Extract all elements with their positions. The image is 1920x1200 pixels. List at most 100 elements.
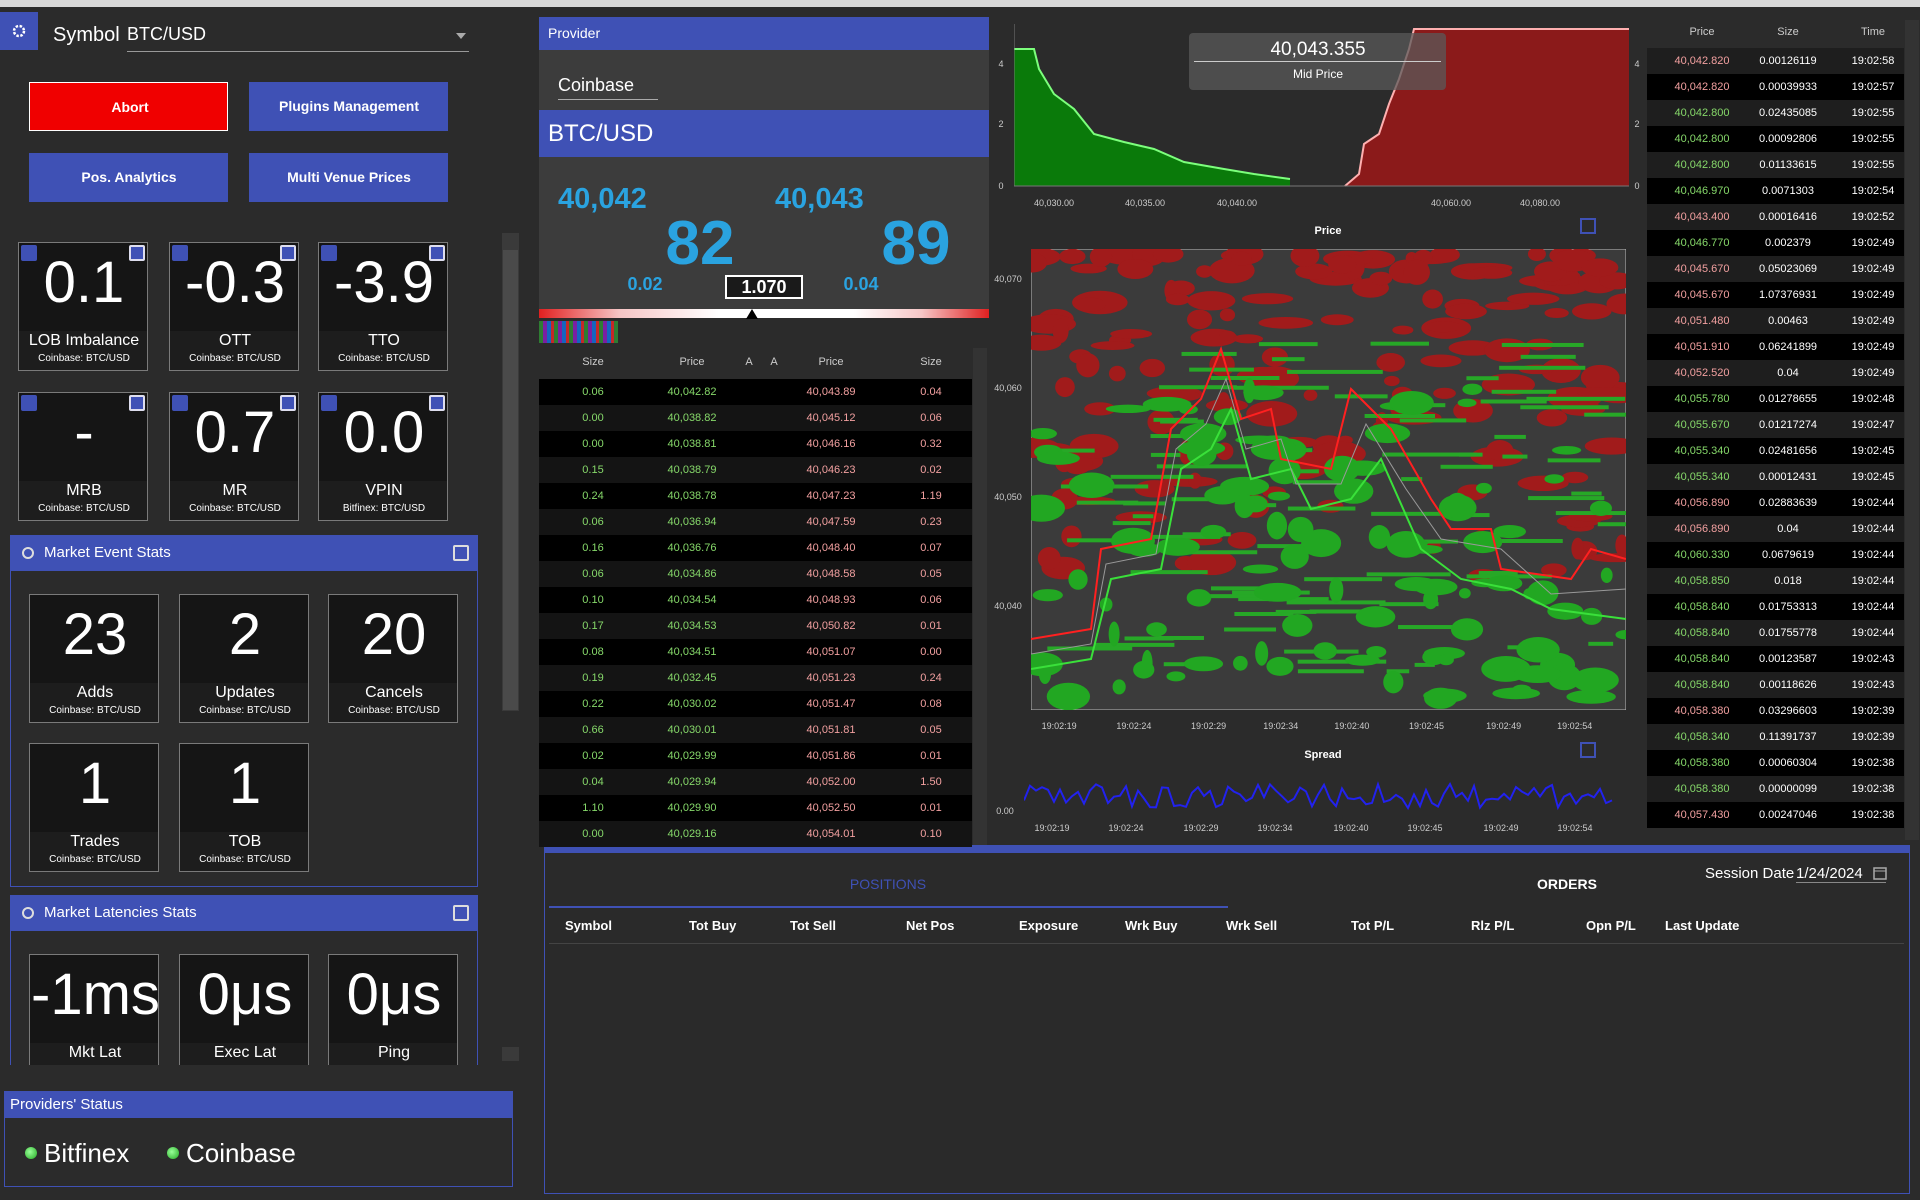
decoration <box>1253 582 1302 602</box>
tile-chart[interactable] <box>129 245 145 261</box>
settings-icon <box>12 24 26 38</box>
decoration <box>1123 501 1166 506</box>
book-cell: 0.08 <box>920 698 942 710</box>
header-chart-icon[interactable] <box>453 905 469 921</box>
trade-row <box>1647 542 1904 568</box>
decoration <box>1414 662 1435 667</box>
tile-chart[interactable] <box>280 395 296 411</box>
decoration <box>1297 659 1387 664</box>
book-cell: 0.66 <box>582 724 604 736</box>
decoration <box>1219 330 1236 341</box>
decoration <box>1527 249 1546 261</box>
tile-value: 0μs <box>346 962 442 1027</box>
chart-copy-icon[interactable] <box>1580 218 1596 234</box>
tile-chart[interactable] <box>429 395 445 411</box>
decoration <box>1231 251 1252 266</box>
price-y-tick: 40,040 <box>994 601 1022 611</box>
stat-tile: 1 Trades Coinbase: BTC/USD <box>29 743 159 872</box>
decoration <box>1292 480 1347 485</box>
trade-row <box>1647 490 1904 516</box>
decoration <box>1258 316 1314 329</box>
decoration <box>1290 249 1320 267</box>
decoration <box>1320 314 1354 326</box>
trade-cell: 19:02:55 <box>1851 159 1895 171</box>
decoration <box>1480 399 1547 404</box>
decoration <box>1295 263 1333 280</box>
tile-settings[interactable] <box>321 245 337 261</box>
calendar-icon[interactable] <box>1873 866 1887 880</box>
book-cell: 40,038.78 <box>667 490 717 502</box>
header-chart-icon[interactable] <box>453 545 469 561</box>
decoration <box>1478 570 1518 575</box>
decoration <box>1485 575 1523 592</box>
trade-cell: 19:02:43 <box>1851 679 1895 691</box>
tile-source: Coinbase: BTC/USD <box>348 705 440 716</box>
decoration <box>1528 496 1605 501</box>
decoration <box>1392 325 1414 335</box>
decoration <box>1615 630 1626 640</box>
book-cell: 0.00 <box>920 646 942 658</box>
decoration <box>1186 549 1237 576</box>
trade-cell: 0.002379 <box>1765 237 1811 249</box>
book-cell: 40,046.23 <box>806 464 856 476</box>
button[interactable]: Plugins Management <box>249 82 448 131</box>
tile-label: TTO <box>368 332 400 349</box>
book-cell: 40,051.07 <box>806 646 856 658</box>
tile-chart[interactable] <box>129 395 145 411</box>
symbol-select[interactable]: BTC/USD <box>127 24 469 52</box>
tile-chart[interactable] <box>429 245 445 261</box>
stat-tile: 20 Cancels Coinbase: BTC/USD <box>328 594 458 723</box>
tile-settings[interactable] <box>172 395 188 411</box>
decoration <box>1073 297 1106 312</box>
chart-copy-icon[interactable] <box>1580 742 1596 758</box>
tile-settings[interactable] <box>21 245 37 261</box>
scroll-arrow <box>502 1047 519 1061</box>
provider-select[interactable]: Coinbase <box>558 70 659 100</box>
decoration <box>1052 318 1069 344</box>
tile-label: MR <box>222 482 248 499</box>
decoration <box>1541 563 1567 577</box>
trade-cell: 1.07376931 <box>1758 289 1818 301</box>
provider-panel <box>539 17 989 309</box>
stat-tile: 0.0 VPIN Bitfinex: BTC/USD <box>318 392 448 521</box>
button[interactable]: Abort <box>29 82 228 131</box>
decoration <box>1165 293 1190 306</box>
trade-cell: 0.00039933 <box>1758 81 1818 93</box>
decoration <box>1399 418 1467 423</box>
decoration <box>1422 289 1443 309</box>
tile-settings[interactable] <box>321 395 337 411</box>
bid-big: 40,042 <box>558 183 647 215</box>
decoration <box>1166 671 1186 682</box>
trade-row <box>1647 256 1904 282</box>
bid-small: 82 <box>665 209 735 278</box>
decoration <box>1181 351 1237 356</box>
book-cell: 0.01 <box>920 802 942 814</box>
decoration <box>1536 409 1568 427</box>
trade-cell: 19:02:57 <box>1851 81 1895 93</box>
book-cell: 0.02 <box>920 464 942 476</box>
decoration <box>1076 353 1100 378</box>
tile-chart[interactable] <box>280 245 296 261</box>
tile-settings[interactable] <box>21 395 37 411</box>
depth-y-tick: 2 <box>998 119 1004 129</box>
tile-settings[interactable] <box>172 245 188 261</box>
button[interactable]: Multi Venue Prices <box>249 153 448 202</box>
trade-cell: 0.00012431 <box>1758 471 1818 483</box>
stat-tile: - MRB Coinbase: BTC/USD <box>18 392 148 521</box>
trade-row <box>1647 412 1904 438</box>
positions-column: Net Pos <box>906 918 955 933</box>
decoration <box>1110 329 1153 339</box>
settings-button[interactable] <box>0 12 38 50</box>
positions-tab[interactable]: ORDERS <box>1537 876 1597 892</box>
decoration <box>1156 464 1248 469</box>
positions-tab[interactable]: POSITIONS <box>849 876 927 892</box>
book-cell: 40,034.54 <box>667 594 717 606</box>
trade-row <box>1647 360 1904 386</box>
decoration <box>1389 391 1434 415</box>
button-label: Plugins Management <box>278 98 420 114</box>
button[interactable]: Pos. Analytics <box>29 153 228 202</box>
price-title: Price <box>1314 225 1342 237</box>
tile-value-area <box>30 955 158 1043</box>
session-date[interactable]: 1/24/2024 <box>1796 865 1886 883</box>
